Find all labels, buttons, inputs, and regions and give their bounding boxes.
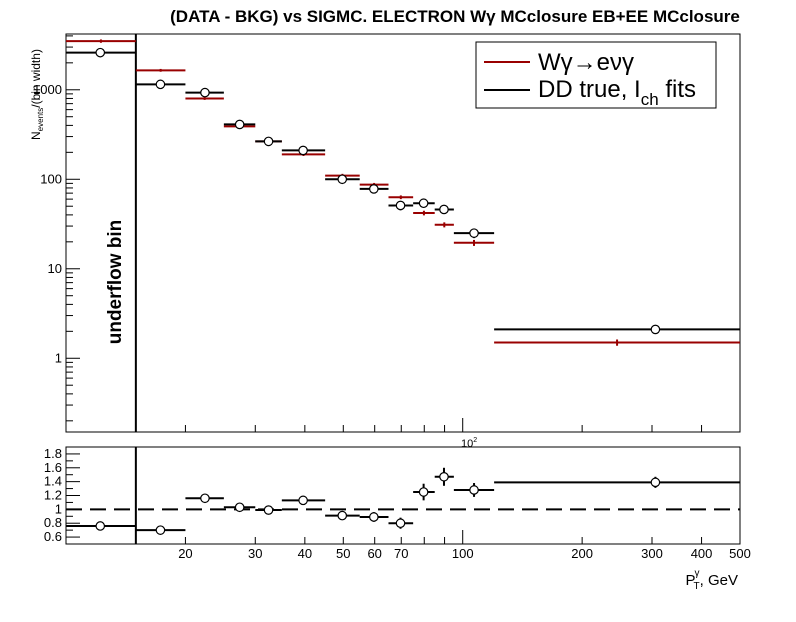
ratio-x-tick-label: 500 xyxy=(729,546,751,561)
ratio-point xyxy=(337,510,348,521)
dd-true-point xyxy=(469,228,479,238)
ratio-point xyxy=(155,525,166,535)
dd-true-point xyxy=(369,184,379,194)
ratio-x-tick-label: 70 xyxy=(394,546,408,561)
ratio-point xyxy=(369,512,379,522)
x-axis-tick-label: 102 xyxy=(461,437,477,450)
ratio-point xyxy=(95,521,106,531)
dd-true-point xyxy=(418,198,429,209)
y-axis-tick-label: 10 xyxy=(48,261,62,276)
dd-true-point xyxy=(95,47,106,58)
ratio-point xyxy=(298,495,308,506)
dd-true-point xyxy=(200,87,210,98)
legend-box xyxy=(475,41,717,109)
ratio-point xyxy=(200,493,210,504)
ratio-plot-marks xyxy=(66,467,740,535)
ratio-x-tick-label: 400 xyxy=(691,546,713,561)
ratio-x-tick-label: 100 xyxy=(452,546,474,561)
dd-true-point xyxy=(234,119,245,130)
underflow-bin-label: underflow bin xyxy=(105,220,126,345)
ratio-x-tick-label: 30 xyxy=(248,546,262,561)
dd-true-point xyxy=(155,79,166,90)
ratio-y-tick-label: 1 xyxy=(55,501,62,516)
legend: Wγ→eνγ DD true, Ich fits xyxy=(475,41,717,109)
ratio-y-tick-label: 1.4 xyxy=(44,474,62,489)
ratio-y-tick-label: 1.2 xyxy=(44,488,62,503)
ratio-point xyxy=(395,518,406,529)
main-plot-marks xyxy=(66,39,740,346)
ratio-point xyxy=(418,487,429,497)
main-plot-frame xyxy=(65,33,741,433)
main-plot-ticks: 1 10 100 1000 xyxy=(33,34,741,432)
ratio-x-tick-label: 300 xyxy=(641,546,663,561)
ratio-x-tick-label: 20 xyxy=(178,546,192,561)
ratio-x-tick-label: 200 xyxy=(571,546,593,561)
y-axis-tick-label: 100 xyxy=(40,171,62,186)
dd-true-point xyxy=(298,145,308,156)
dd-true-point xyxy=(395,200,406,211)
main-plot-panel: 1 10 100 1000 Nevents/(bin width) 102 under… xyxy=(29,33,741,450)
dd-true-point xyxy=(337,174,348,185)
ratio-plot-ticks: 0.60.811.21.41.61.8 20 30 40 50 60 70 100 200 300… xyxy=(44,446,751,561)
ratio-point xyxy=(469,485,479,495)
ratio-y-tick-label: 0.8 xyxy=(44,515,62,530)
y-axis-tick-label: 1000 xyxy=(33,82,62,97)
ratio-y-tick-label: 0.6 xyxy=(44,529,62,544)
dd-true-point xyxy=(650,324,661,335)
ratio-y-tick-label: 1.6 xyxy=(44,460,62,475)
ratio-y-tick-label: 1.8 xyxy=(44,446,62,461)
ratio-x-tick-label: 60 xyxy=(367,546,381,561)
y-axis-tick-label: 1 xyxy=(55,350,62,365)
ratio-point xyxy=(439,471,449,482)
dd-true-point xyxy=(439,204,449,215)
dd-true-point xyxy=(263,136,274,147)
y-axis-label: Nevents/(bin width) xyxy=(29,49,45,140)
ratio-x-tick-label: 40 xyxy=(298,546,312,561)
chart-title: (DATA - BKG) vs SIGMC. ELECTRON Wγ MCclo… xyxy=(170,7,740,26)
ratio-point xyxy=(234,502,245,513)
ratio-point xyxy=(263,505,274,515)
ratio-x-tick-label: 50 xyxy=(336,546,350,561)
x-axis-label: Pγ T, GeV xyxy=(686,568,738,592)
legend-entry-signal-mc: Wγ→eνγ xyxy=(538,49,634,76)
ratio-point xyxy=(650,477,661,488)
legend-entry-dd-true: DD true, Ich fits xyxy=(538,76,696,109)
ratio-plot-panel: 0.60.811.21.41.61.8 20 30 40 50 60 70 100 200 300… xyxy=(44,446,751,592)
